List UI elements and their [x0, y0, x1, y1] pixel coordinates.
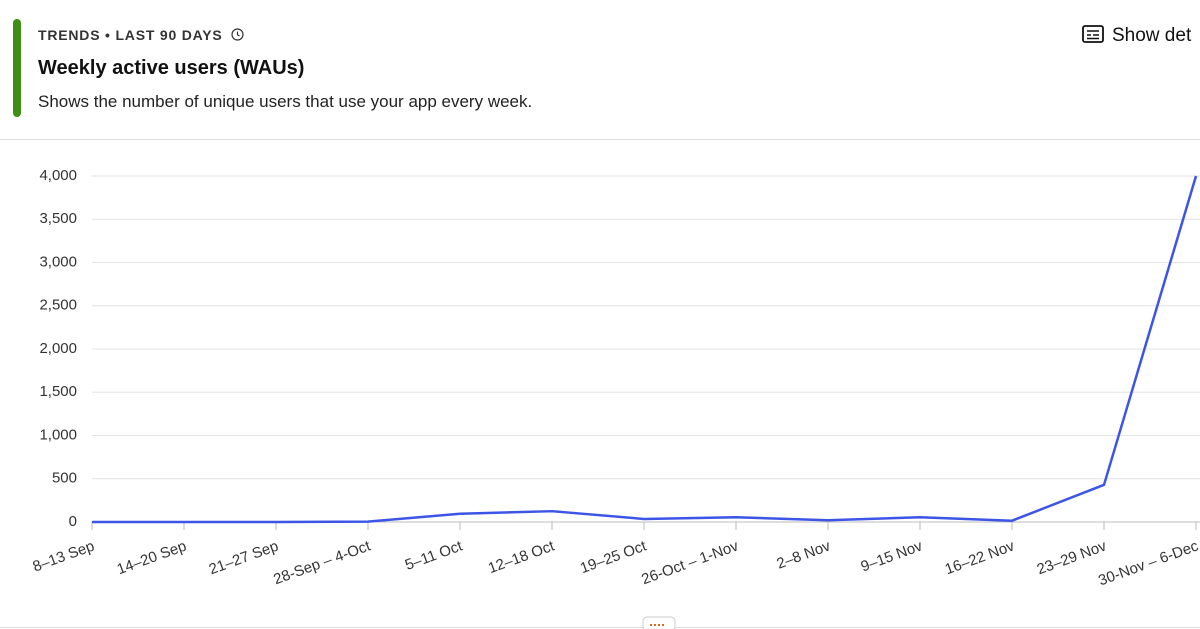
details-text[interactable]: Show det	[1112, 25, 1192, 46]
y-tick-label: 500	[52, 470, 77, 487]
x-tick-label: 5–11 Oct	[403, 537, 466, 574]
x-tick-label: 28-Sep – 4-Oct	[271, 537, 373, 588]
x-tick-label: 2–8 Nov	[774, 537, 833, 572]
kicker-text: TRENDS • LAST 90 DAYS	[38, 27, 223, 43]
y-tick-label: 4,000	[39, 167, 77, 184]
divider	[0, 627, 1200, 628]
x-tick-label: 21–27 Sep	[207, 538, 281, 579]
x-tick-label: 26-Oct – 1-Nov	[639, 537, 741, 588]
y-tick-label: 1,000	[39, 426, 77, 443]
y-tick-label: 3,500	[39, 210, 77, 227]
x-tick-label: 16–22 Nov	[943, 537, 1017, 578]
kicker: TRENDS • LAST 90 DAYS	[38, 27, 244, 43]
card-title: Weekly active users (WAUs)	[38, 57, 305, 79]
resize-handle[interactable]	[642, 616, 676, 629]
y-tick-label: 2,500	[39, 297, 77, 314]
show-details-button[interactable]: Show det	[1082, 25, 1191, 47]
y-tick-label: 2,000	[39, 340, 77, 357]
x-tick-label: 8–13 Sep	[31, 538, 97, 576]
accent-bar	[13, 19, 21, 117]
x-tick-label: 19–25 Oct	[578, 537, 650, 577]
x-tick-label: 12–18 Oct	[486, 537, 558, 577]
y-tick-label: 0	[69, 513, 77, 530]
info-icon[interactable]	[231, 28, 244, 41]
y-tick-label: 1,500	[39, 383, 77, 400]
x-tick-label: 9–15 Nov	[859, 537, 926, 575]
details-icon	[1082, 25, 1104, 43]
x-tick-label: 14–20 Sep	[115, 538, 189, 579]
x-tick-label: 30-Nov – 6-Dec	[1096, 537, 1200, 589]
series-line	[92, 175, 1198, 524]
y-tick-label: 3,000	[39, 253, 77, 270]
card-subtitle: Shows the number of unique users that us…	[38, 92, 533, 111]
divider	[0, 139, 1200, 140]
